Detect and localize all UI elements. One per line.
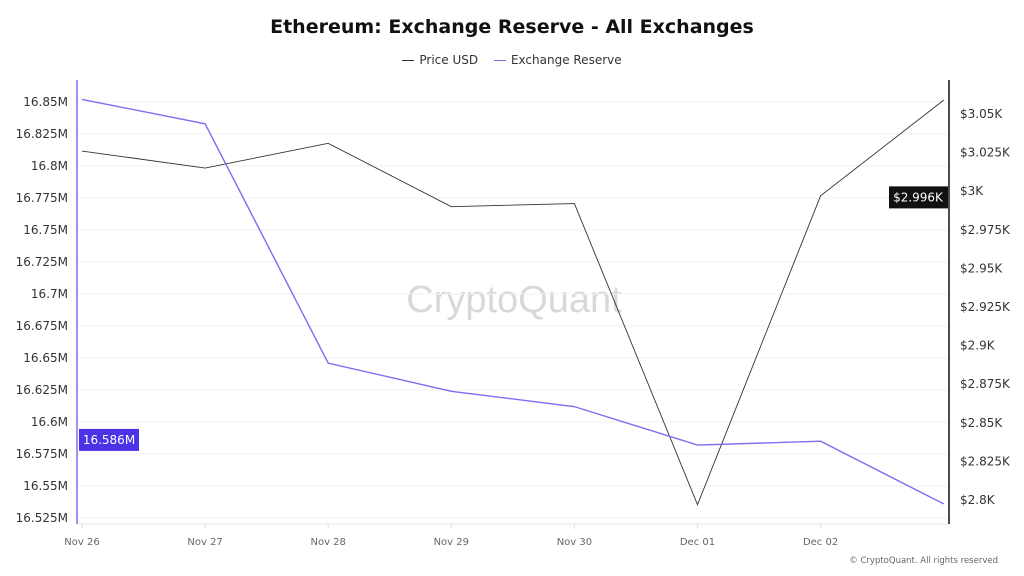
right-tick-label: $2.8K	[960, 493, 996, 507]
left-tick-label: 16.575M	[16, 447, 68, 461]
right-tick-label: $2.825K	[960, 454, 1011, 468]
left-tick-label: 16.75M	[23, 223, 68, 237]
right-tick-label: $3.025K	[960, 146, 1011, 160]
x-tick-label: Dec 01	[680, 537, 715, 548]
legend-swatch	[402, 59, 415, 61]
left-tick-label: 16.775M	[16, 191, 68, 205]
legend-label: Price USD	[419, 53, 479, 68]
right-tick-label: $2.85K	[960, 416, 1003, 430]
x-tick-label: Nov 27	[187, 537, 222, 548]
right-tick-label: $2.925K	[960, 300, 1011, 314]
left-highlight-badge	[79, 428, 139, 451]
right-tick-label: $2.9K	[960, 339, 996, 353]
left-tick-label: 16.85M	[23, 95, 68, 109]
right-tick-label: $3.05K	[960, 107, 1003, 121]
left-tick-label: 16.6M	[31, 415, 68, 429]
right-tick-label: $2.975K	[960, 223, 1011, 237]
legend: Price USD Exchange Reserve	[0, 50, 1024, 67]
left-tick-label: 16.8M	[31, 159, 68, 173]
x-tick-label: Nov 28	[310, 537, 345, 548]
left-tick-label: 16.825M	[16, 127, 68, 141]
left-tick-label: 16.55M	[23, 479, 68, 493]
left-tick-label: 16.525M	[16, 511, 68, 525]
right-tick-label: $3K	[960, 184, 984, 198]
x-tick-label: Nov 30	[557, 537, 592, 548]
right-tick-label: $2.95K	[960, 261, 1003, 275]
right-tick-label: $2.875K	[960, 377, 1011, 391]
legend-label: Exchange Reserve	[510, 53, 622, 68]
watermark: CryptoQuant	[406, 279, 622, 321]
right-highlight-label: $2.996K	[893, 190, 944, 204]
right-highlight-badge	[889, 186, 948, 209]
left-tick-label: 16.625M	[16, 383, 68, 397]
legend-swatch	[493, 59, 506, 61]
x-tick-label: Nov 29	[434, 537, 469, 548]
left-tick-label: 16.725M	[16, 255, 68, 269]
x-tick-label: Dec 02	[803, 537, 838, 548]
copyright: © CryptoQuant. All rights reserved	[849, 556, 998, 566]
left-highlight-label: 16.586M	[83, 433, 135, 447]
legend-item-reserve[interactable]: Exchange Reserve	[493, 53, 622, 68]
chart-title: Ethereum: Exchange Reserve - All Exchang…	[270, 16, 754, 38]
left-tick-label: 16.65M	[23, 351, 68, 365]
series-line-exchange-reserve	[81, 98, 945, 505]
left-tick-label: 16.7M	[31, 287, 68, 301]
left-tick-label: 16.675M	[16, 319, 68, 333]
legend-item-price[interactable]: Price USD	[402, 53, 478, 67]
x-tick-label: Nov 26	[64, 537, 99, 548]
